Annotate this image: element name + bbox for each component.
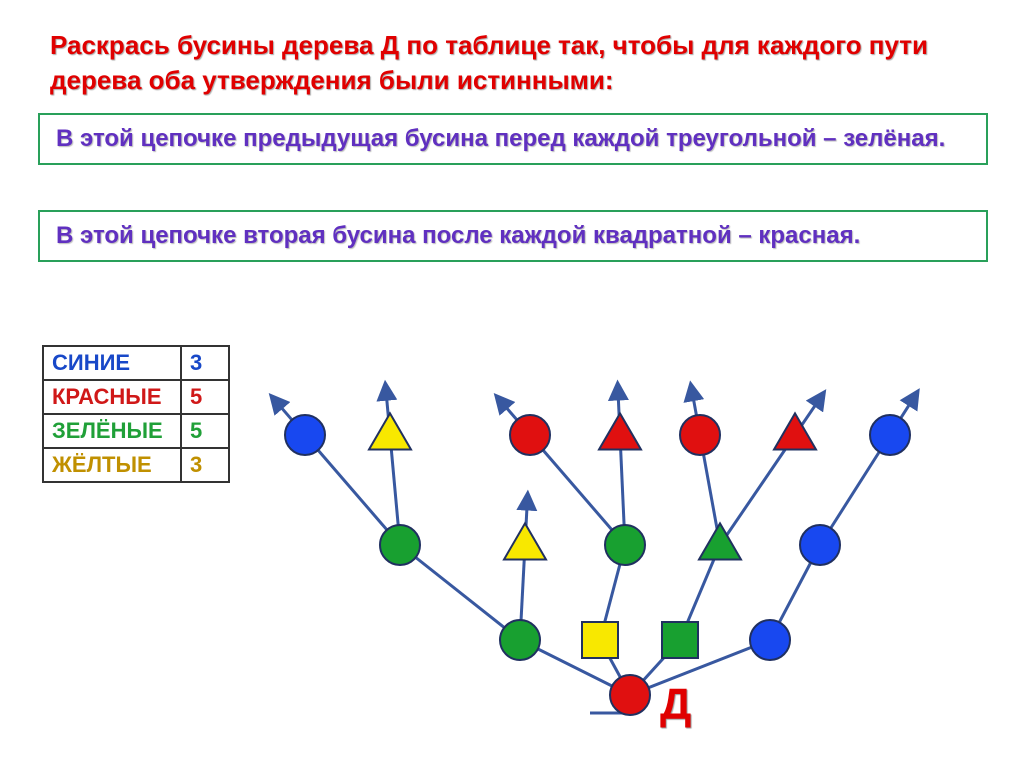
color-count: 3 <box>181 448 229 482</box>
color-label: СИНИЕ <box>43 346 181 380</box>
bead-triangle <box>369 413 411 449</box>
color-count: 5 <box>181 414 229 448</box>
tree-diagram <box>250 340 980 740</box>
color-count: 3 <box>181 346 229 380</box>
bead-circle <box>380 525 420 565</box>
bead-circle <box>680 415 720 455</box>
color-label: ЗЕЛЁНЫЕ <box>43 414 181 448</box>
color-count: 5 <box>181 380 229 414</box>
tree-label: Д <box>660 680 691 730</box>
color-label: ЖЁЛТЫЕ <box>43 448 181 482</box>
bead-circle <box>285 415 325 455</box>
table-row: ЗЕЛЁНЫЕ5 <box>43 414 229 448</box>
bead-triangle <box>599 413 641 449</box>
bead-circle <box>510 415 550 455</box>
bead-circle <box>605 525 645 565</box>
rule-box-2: В этой цепочке вторая бусина после каждо… <box>38 210 988 262</box>
table-row: СИНИЕ3 <box>43 346 229 380</box>
bead-circle <box>800 525 840 565</box>
bead-square <box>582 622 618 658</box>
table-row: ЖЁЛТЫЕ3 <box>43 448 229 482</box>
rule-box-1: В этой цепочке предыдущая бусина перед к… <box>38 113 988 165</box>
color-label: КРАСНЫЕ <box>43 380 181 414</box>
bead-triangle <box>504 523 546 559</box>
bead-circle <box>610 675 650 715</box>
bead-triangle <box>699 523 741 559</box>
bead-circle <box>870 415 910 455</box>
bead-circle <box>750 620 790 660</box>
bead-square <box>662 622 698 658</box>
table-row: КРАСНЫЕ5 <box>43 380 229 414</box>
bead-triangle <box>774 413 816 449</box>
page-title: Раскрась бусины дерева Д по таблице так,… <box>50 28 970 98</box>
bead-circle <box>500 620 540 660</box>
color-count-table: СИНИЕ3КРАСНЫЕ5ЗЕЛЁНЫЕ5ЖЁЛТЫЕ3 <box>42 345 230 483</box>
